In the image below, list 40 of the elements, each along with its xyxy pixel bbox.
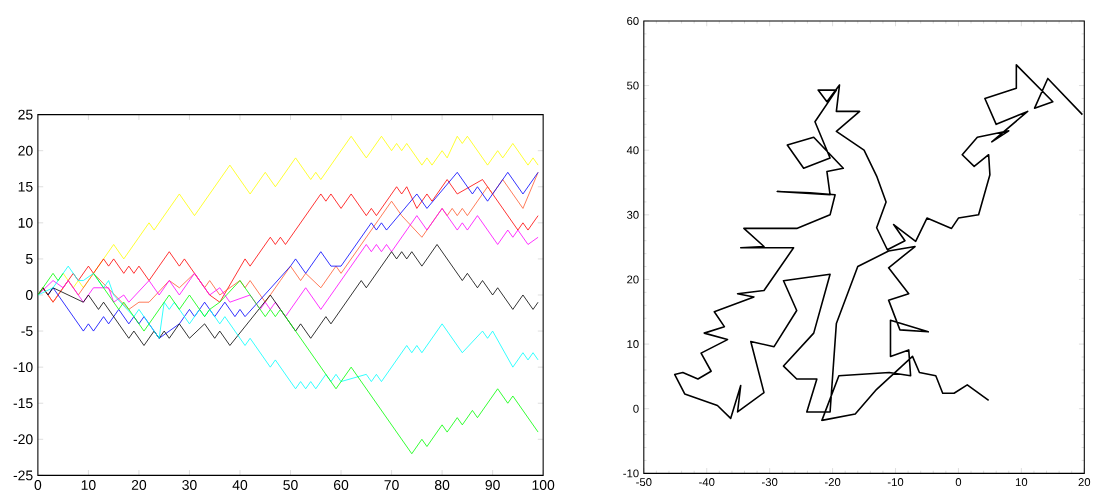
- x-tick-label: -40: [699, 477, 715, 486]
- y-tick-label: 60: [627, 16, 639, 25]
- x-tick-label: 0: [955, 477, 962, 486]
- y-tick-label: 25: [18, 109, 33, 120]
- y-tick-label: -10: [623, 469, 639, 478]
- y-tick-label: 10: [627, 339, 639, 348]
- x-tick-label: -50: [636, 477, 652, 486]
- x-tick-label: 20: [131, 479, 147, 490]
- y-tick-label: -5: [21, 326, 33, 336]
- y-tick-label: 20: [18, 145, 33, 156]
- x-tick-label: -30: [762, 477, 778, 486]
- x-tick-label: 20: [1078, 477, 1091, 486]
- x-tick-label: 40: [232, 479, 248, 490]
- line-series: [37, 207, 539, 317]
- x-tick-label: -10: [887, 477, 904, 486]
- y-tick-label: -15: [13, 398, 33, 408]
- x-tick-label: 10: [81, 479, 96, 490]
- y-tick-label: 0: [25, 289, 33, 300]
- y-tick-label: 0: [633, 404, 639, 413]
- x-tick-label: 10: [1015, 477, 1028, 486]
- y-tick-label: -10: [13, 362, 33, 372]
- x-tick-label: 100: [532, 479, 555, 490]
- y-tick-label: 30: [626, 210, 639, 219]
- y-tick-label: 10: [18, 217, 33, 228]
- x-tick-label: 30: [182, 479, 197, 490]
- x-tick-label: 0: [34, 479, 42, 490]
- x-tick-label: 70: [384, 479, 399, 490]
- x-tick-label: -20: [824, 477, 841, 486]
- y-tick-label: 15: [18, 181, 33, 192]
- x-tick-label: 50: [283, 479, 298, 490]
- y-tick-label: 50: [627, 81, 639, 90]
- line-series: [62, 135, 539, 288]
- x-tick-label: 80: [434, 479, 450, 490]
- y-tick-label: 5: [25, 253, 33, 264]
- y-tick-label: 20: [627, 275, 639, 284]
- x-tick-label: 60: [333, 479, 349, 490]
- x-tick-label: 90: [485, 479, 500, 490]
- y-tick-label: -25: [13, 470, 33, 481]
- y-tick-label: 40: [626, 146, 639, 155]
- y-tick-label: -20: [13, 434, 33, 445]
